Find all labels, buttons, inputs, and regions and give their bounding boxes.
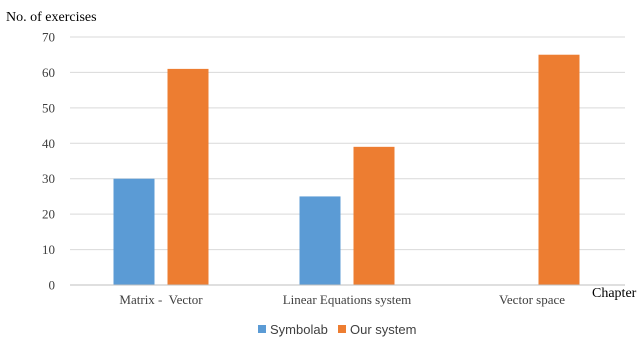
y-tick-label: 40 <box>42 136 55 151</box>
y-axis-ticks: 0 10 20 30 40 50 60 70 <box>42 30 55 293</box>
legend-label: Our system <box>350 322 416 337</box>
gridlines <box>70 36 625 251</box>
legend: Symbolab Our system <box>258 322 416 337</box>
bar-our-system-0 <box>167 68 209 285</box>
x-axis-title: Chapter <box>592 286 637 301</box>
y-axis-title: No. of exercises <box>6 10 97 25</box>
y-tick-label: 0 <box>49 278 56 293</box>
bar-our-system-1 <box>353 146 395 285</box>
y-tick-label: 70 <box>42 30 55 45</box>
x-category-label: Linear Equations system <box>283 292 412 307</box>
bars <box>113 54 580 285</box>
legend-swatch <box>338 325 346 333</box>
y-tick-label: 30 <box>42 171 55 186</box>
y-tick-label: 60 <box>42 65 55 80</box>
x-category-label: Matrix - Vector <box>119 292 203 307</box>
legend-swatch <box>258 325 266 333</box>
x-category-label: Vector space <box>499 292 565 307</box>
x-axis-categories: Matrix - Vector Linear Equations system Ve… <box>119 292 565 307</box>
bar-symbolab-1 <box>299 196 341 285</box>
legend-label: Symbolab <box>270 322 328 337</box>
bar-our-system-2 <box>538 54 580 285</box>
bar-symbolab-0 <box>113 178 155 285</box>
y-tick-label: 10 <box>42 242 55 257</box>
y-tick-label: 50 <box>42 100 55 115</box>
y-tick-label: 20 <box>42 207 55 222</box>
